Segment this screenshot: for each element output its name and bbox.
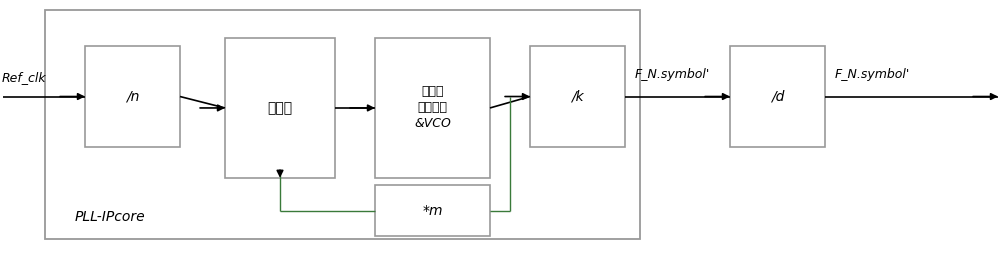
Text: F_N.symbol': F_N.symbol'	[635, 68, 710, 81]
Text: F_N.symbol': F_N.symbol'	[835, 68, 910, 81]
Text: /d: /d	[771, 89, 784, 104]
Bar	[730, 46, 825, 147]
Text: /n: /n	[126, 89, 139, 104]
Text: *m: *m	[422, 204, 443, 218]
Text: 鉴相器: 鉴相器	[267, 101, 293, 115]
Bar	[375, 38, 490, 178]
Bar	[225, 38, 335, 178]
Bar	[375, 185, 490, 236]
Bar	[530, 46, 625, 147]
Text: 电荷泵
环路滤波
&VCO: 电荷泵 环路滤波 &VCO	[414, 85, 451, 131]
Bar	[85, 46, 180, 147]
Bar	[45, 10, 640, 239]
Text: /k: /k	[571, 89, 584, 104]
Text: PLL-IPcore: PLL-IPcore	[75, 210, 146, 224]
Text: Ref_clk: Ref_clk	[2, 71, 47, 84]
